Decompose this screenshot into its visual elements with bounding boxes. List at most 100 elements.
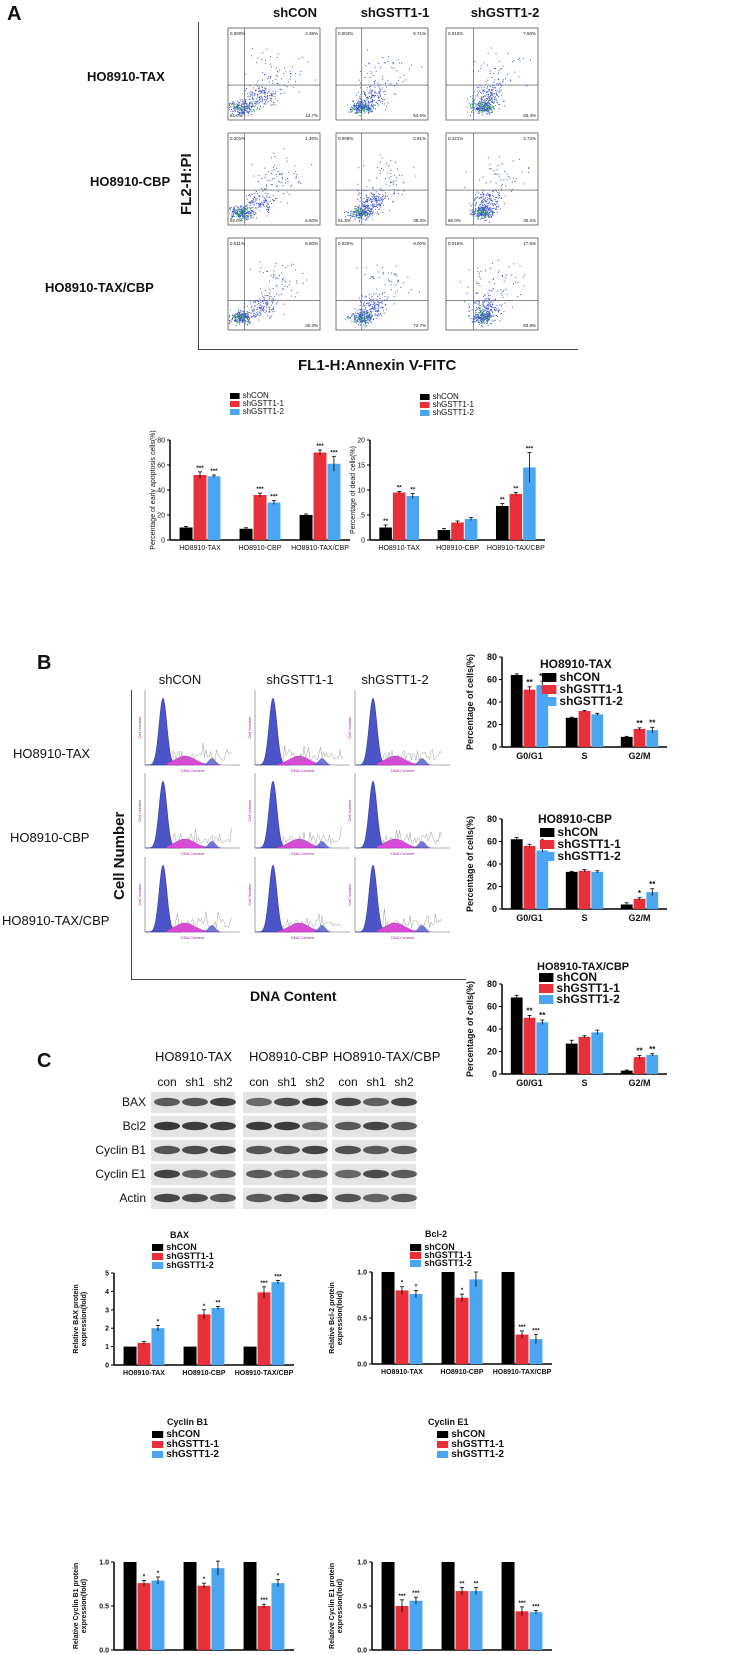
event-dot <box>359 104 361 106</box>
event-dot <box>294 80 296 82</box>
event-dot <box>479 285 481 287</box>
event-dot <box>371 95 373 97</box>
event-dot <box>252 198 254 200</box>
event-dot <box>364 326 366 328</box>
event-dot <box>501 95 503 97</box>
event-dot <box>243 317 245 319</box>
event-dot <box>244 210 246 212</box>
legend-label: shGSTT1-1 <box>556 981 620 995</box>
event-dot <box>471 211 473 213</box>
event-dot <box>256 101 258 103</box>
event-dot <box>481 209 483 211</box>
event-dot <box>374 90 376 92</box>
event-dot <box>235 316 237 318</box>
event-dot <box>255 313 257 315</box>
event-dot <box>482 202 484 204</box>
event-dot <box>489 312 491 314</box>
event-dot <box>302 283 304 285</box>
event-dot <box>275 284 277 286</box>
event-dot <box>482 301 484 303</box>
quadrant-value: 0.010% <box>448 31 463 36</box>
event-dot <box>285 179 287 181</box>
event-dot <box>486 321 488 323</box>
event-dot <box>485 311 487 313</box>
event-dot <box>482 201 484 203</box>
lane-label: sh2 <box>305 1075 325 1089</box>
event-dot <box>376 264 378 266</box>
plot-frame <box>445 27 539 121</box>
event-dot <box>367 198 369 200</box>
bar <box>529 1612 543 1650</box>
event-dot <box>484 306 486 308</box>
event-dot <box>291 289 293 291</box>
event-dot <box>479 214 481 216</box>
event-dot <box>360 319 362 321</box>
event-dot <box>484 321 486 323</box>
event-dot <box>353 107 355 109</box>
bar <box>137 1583 151 1650</box>
event-dot <box>384 284 386 286</box>
event-dot <box>487 316 489 318</box>
event-dot <box>230 215 232 217</box>
event-dot <box>244 219 246 221</box>
event-dot <box>295 176 297 178</box>
event-dot <box>485 209 487 211</box>
event-dot <box>475 204 477 206</box>
event-dot <box>269 200 271 202</box>
event-dot <box>374 199 376 201</box>
event-dot <box>253 175 255 177</box>
event-dot <box>263 299 265 301</box>
event-dot <box>360 215 362 217</box>
event-dot <box>368 316 370 318</box>
event-dot <box>235 107 237 109</box>
event-dot <box>241 314 243 316</box>
event-dot <box>477 211 479 213</box>
event-dot <box>232 110 234 112</box>
event-dot <box>242 112 244 114</box>
event-dot <box>384 99 386 101</box>
y-tick-label: 0.0 <box>357 1361 367 1368</box>
event-dot <box>402 282 404 284</box>
event-dot <box>473 108 475 110</box>
event-dot <box>384 196 386 198</box>
event-dot <box>269 179 271 181</box>
event-dot <box>503 100 505 102</box>
mini-x-label: DNA Content <box>181 851 205 856</box>
event-dot <box>475 207 477 209</box>
event-dot <box>387 80 389 82</box>
significance-label: *** <box>398 1593 406 1600</box>
event-dot <box>486 319 488 321</box>
lane-label: con <box>249 1075 268 1089</box>
event-dot <box>281 272 283 274</box>
event-dot <box>490 301 492 303</box>
event-dot <box>365 215 367 217</box>
event-dot <box>387 298 389 300</box>
event-dot <box>476 210 478 212</box>
event-dot <box>271 184 273 186</box>
legend-label: shGSTT1-2 <box>451 1449 504 1460</box>
significance-label: ** <box>410 487 415 494</box>
event-dot <box>486 106 488 108</box>
event-dot <box>251 210 253 212</box>
event-dot <box>487 104 489 106</box>
event-dot <box>365 65 367 67</box>
event-dot <box>367 216 369 218</box>
event-dot <box>480 316 482 318</box>
event-dot <box>239 112 241 114</box>
event-dot <box>492 106 494 108</box>
event-dot <box>364 312 366 314</box>
x-tick-label: HO8910-TAX <box>381 1369 423 1376</box>
event-dot <box>379 88 381 90</box>
event-dot <box>287 180 289 182</box>
event-dot <box>264 89 266 91</box>
event-dot <box>360 301 362 303</box>
blot-band <box>182 1193 208 1203</box>
event-dot <box>487 205 489 207</box>
chart-title: BAX <box>170 1230 189 1240</box>
event-dot <box>361 100 363 102</box>
event-dot <box>494 319 496 321</box>
event-dot <box>359 93 361 95</box>
event-dot <box>239 102 241 104</box>
event-dot <box>496 102 498 104</box>
event-dot <box>247 105 249 107</box>
